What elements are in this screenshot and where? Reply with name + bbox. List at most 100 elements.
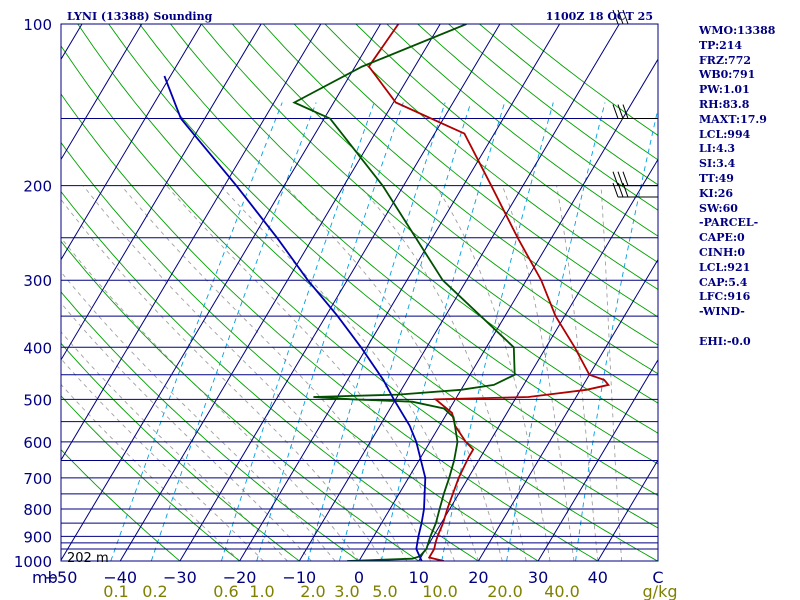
isotherms — [0, 24, 658, 561]
dry-adiabat — [77, 24, 658, 529]
index-item: MAXT:17.9 — [699, 112, 767, 126]
isotherm-line — [537, 358, 658, 561]
moist-adiabat — [61, 383, 240, 561]
plot-area — [0, 9, 658, 561]
pressure-tick-label: 700 — [23, 470, 52, 488]
wind-barb-feather — [612, 182, 619, 198]
index-item: PW:1.01 — [699, 83, 750, 97]
parcel-trace — [163, 75, 427, 561]
index-item: WMO:13388 — [699, 24, 776, 37]
wind-barb-feather — [612, 9, 619, 25]
mixing-ratio-label: 3.0 — [334, 582, 359, 600]
pressure-tick-label: 100 — [23, 16, 52, 34]
mixing-ratio-label: 20.0 — [487, 582, 523, 600]
index-item: CINH:0 — [699, 245, 746, 259]
mixing-ratio-line — [338, 102, 472, 561]
mixing-ratio-line — [380, 102, 506, 561]
index-item: LI:4.3 — [699, 142, 736, 156]
wind-barb-feather — [612, 171, 619, 186]
wind-barb-feather — [617, 182, 624, 198]
temperature-tick-label: 0 — [354, 568, 364, 587]
temperature-trace — [367, 24, 611, 561]
mixing-ratio-line — [220, 102, 375, 561]
index-item: WB0:791 — [699, 68, 756, 82]
wind-barbs — [612, 9, 658, 198]
surface-height-label: 202 m — [67, 551, 109, 566]
wind-barb-feather — [617, 9, 624, 25]
moist-adiabat — [82, 185, 408, 561]
y-axis-unit: mb — [32, 568, 58, 587]
mixing-ratio-label: g/kg — [643, 582, 678, 600]
wind-barb-feather — [622, 9, 629, 25]
moist-adiabat — [61, 237, 360, 561]
moist-adiabat — [166, 185, 455, 561]
index-item: SW:60 — [699, 201, 738, 215]
index-item: EHI:-0.0 — [699, 334, 751, 348]
index-item: -WIND- — [699, 305, 745, 319]
wind-barb-feather — [617, 171, 624, 186]
temperature-tick-label: 40 — [588, 568, 608, 587]
pressure-tick-label: 500 — [23, 391, 52, 409]
mixing-ratio-line — [441, 102, 554, 561]
pressure-tick-label: 600 — [23, 434, 52, 452]
isotherm-line — [0, 24, 22, 561]
wind-barb-feather — [617, 104, 624, 119]
isotherm-line — [61, 24, 262, 361]
dewpoint-trace — [292, 24, 516, 561]
moist-adiabat — [61, 271, 336, 561]
index-item: RH:83.8 — [699, 97, 750, 111]
index-item: CAP:5.4 — [699, 275, 748, 289]
wind-barb-feather — [622, 182, 629, 198]
isotherm-line — [597, 459, 658, 561]
station-title: LYNI (13388) Sounding — [67, 10, 213, 23]
mixing-ratio-label: 10.0 — [422, 582, 458, 600]
temperature-tick-label: 10 — [409, 568, 429, 587]
mixing-ratio-line — [575, 107, 658, 561]
temperature-tick-label: −30 — [163, 568, 197, 587]
index-item: FRZ:772 — [699, 53, 752, 67]
moist-adiabat — [600, 185, 623, 561]
index-item: KI:26 — [699, 186, 734, 200]
mixing-ratio-line — [307, 102, 446, 561]
dry-adiabat — [108, 24, 658, 497]
mixing-ratio-label: 2.0 — [300, 582, 325, 600]
isotherm-line — [239, 24, 561, 561]
index-item: TT:49 — [699, 171, 734, 185]
sounding-traces — [163, 24, 611, 561]
mixing-ratio-line — [110, 102, 283, 561]
index-item: TP:214 — [699, 38, 743, 52]
mixing-ratio-label: 5.0 — [372, 582, 397, 600]
isotherm-line — [477, 258, 658, 561]
dry-adiabat — [61, 45, 658, 561]
index-item — [699, 320, 799, 335]
isotherm-line — [61, 24, 322, 461]
index-item: -PARCEL- — [699, 216, 759, 230]
moist-adiabat — [556, 185, 599, 561]
mixing-ratio-line — [256, 102, 404, 561]
index-item: SI:3.4 — [699, 157, 736, 171]
index-item: LCL:921 — [699, 260, 751, 274]
pressure-tick-label: 300 — [23, 272, 52, 290]
pressure-tick-label: 1000 — [14, 553, 52, 571]
isotherm-line — [61, 24, 143, 161]
isotherm-line — [179, 24, 501, 561]
index-panel: WMO:13388 TP:214 FRZ:772 WB0:791 PW:1.01 RH:8… — [699, 24, 799, 350]
pressure-tick-label: 800 — [23, 501, 52, 519]
wind-barb-feather — [612, 104, 619, 119]
mixing-ratio-line — [506, 102, 606, 561]
pressure-tick-label: 200 — [23, 178, 52, 196]
moist-adiabat — [284, 185, 503, 561]
index-item: LFC:916 — [699, 290, 751, 304]
mixing-ratio-label: 0.2 — [142, 582, 167, 600]
temperature-tick-label: −40 — [103, 568, 137, 587]
mixing-ratio-line — [150, 102, 317, 561]
wind-barb-feather — [622, 104, 629, 119]
index-item: LCL:994 — [699, 127, 751, 141]
isobars — [61, 24, 658, 561]
temperature-tick-label: −50 — [44, 568, 78, 587]
temperature-tick-label: C — [652, 568, 663, 587]
isotherm-line — [358, 58, 658, 561]
datetime-label: 1100Z 18 OCT 25 — [546, 10, 653, 23]
